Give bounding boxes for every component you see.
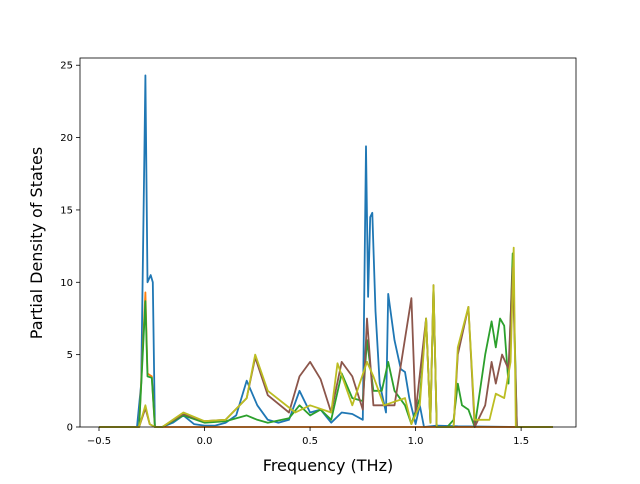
x-tick-label: 0.0 — [197, 436, 213, 447]
y-axis-label: Partial Density of States — [27, 147, 46, 339]
series-line-3 — [99, 266, 553, 428]
y-tick-label: 15 — [60, 205, 73, 216]
series-line-2 — [99, 252, 553, 428]
x-axis: −0.5 0.0 0.5 1.0 1.5 — [87, 427, 529, 447]
plot-frame — [79, 57, 577, 428]
x-tick-label: −0.5 — [87, 436, 111, 447]
x-axis-label: Frequency (THz) — [263, 456, 393, 475]
x-tick-label: 0.5 — [302, 436, 318, 447]
x-tick-label: 1.0 — [408, 436, 424, 447]
y-tick-label: 10 — [60, 278, 73, 289]
y-tick-label: 20 — [60, 133, 73, 144]
series-line-4 — [99, 246, 553, 428]
series-layer — [99, 74, 553, 428]
series-line-0 — [99, 74, 553, 428]
y-axis: 0 5 10 15 20 25 — [60, 61, 80, 434]
y-tick-label: 25 — [60, 61, 73, 72]
y-tick-label: 0 — [67, 423, 73, 434]
x-tick-label: 1.5 — [513, 436, 529, 447]
y-tick-label: 5 — [67, 350, 73, 361]
